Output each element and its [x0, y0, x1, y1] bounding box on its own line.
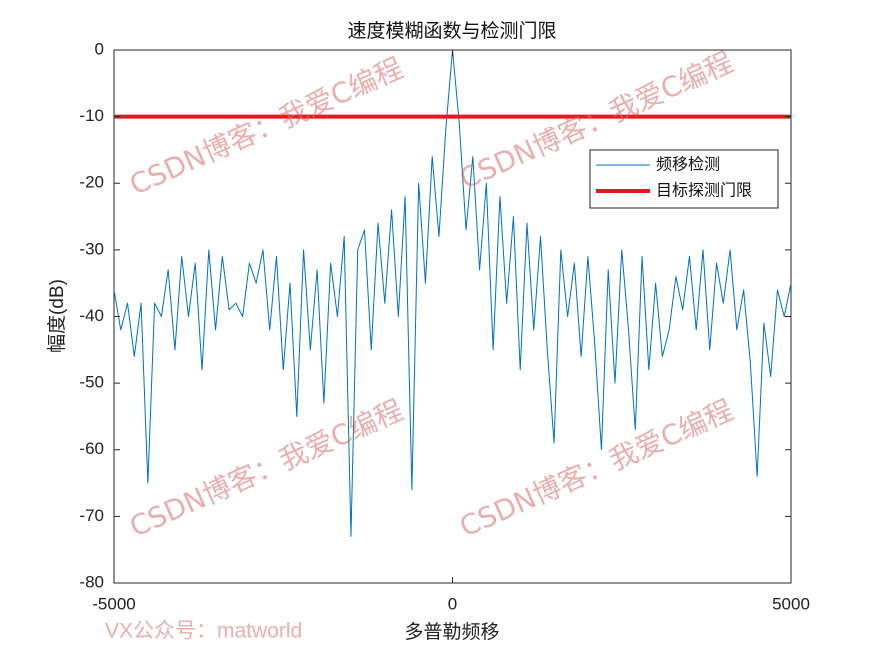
y-tick-label: -10 — [79, 106, 104, 125]
chart-title: 速度模糊函数与检测门限 — [347, 20, 556, 42]
y-tick-label: -40 — [79, 306, 104, 325]
y-tick-label: -60 — [79, 439, 104, 458]
y-axis-label: 幅度(dB) — [46, 279, 68, 353]
x-tick-label: 0 — [448, 594, 457, 613]
legend-label: 频移检测 — [656, 155, 720, 174]
y-tick-label: -70 — [79, 506, 104, 525]
plot-area — [113, 49, 792, 584]
x-tick-label: -5000 — [92, 594, 135, 613]
y-tick-label: -20 — [79, 173, 104, 192]
legend-box — [589, 149, 779, 209]
y-tick-label: -30 — [79, 239, 104, 258]
legend-label: 目标探测门限 — [656, 181, 752, 200]
y-tick-label: 0 — [95, 39, 104, 58]
y-tick-label: -80 — [79, 572, 104, 591]
y-tick-label: -50 — [79, 373, 104, 392]
footnote: VX公众号：matworld — [105, 620, 302, 643]
x-axis-label: 多普勒频移 — [404, 621, 499, 643]
x-tick-label: 5000 — [772, 594, 810, 613]
